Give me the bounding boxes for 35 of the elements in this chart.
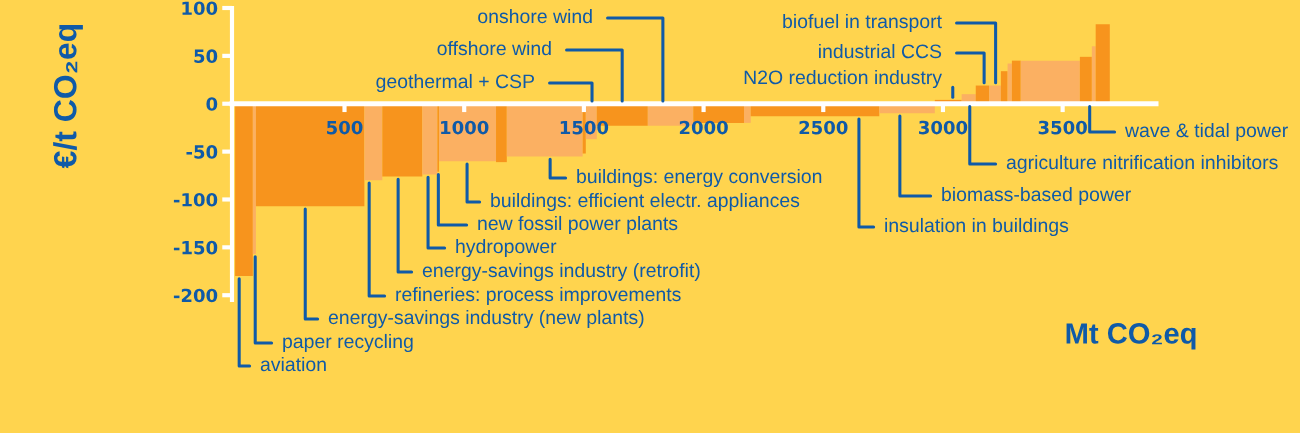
y-tick-label: -150 [173,240,218,255]
x-tick-label: 1500 [560,120,609,135]
annotation: aviation [260,356,326,372]
annotation: geothermal + CSP [376,73,534,93]
x-tick-label: 500 [327,120,363,135]
annotation: buildings: energy conversion [577,168,822,188]
annotation: paper recycling [283,333,413,353]
annotation: biomass-based power [942,186,1131,206]
annotation: new fossil power plants [478,215,678,235]
x-tick-label: 2000 [679,120,728,135]
y-tick-label: 100 [182,1,218,16]
x-tick-label: 2500 [799,120,848,135]
annotation: biofuel in transport [783,13,942,33]
annotation: buildings: efficient electr. appliances [491,192,800,212]
y-axis-title: €/t CO₂eq [53,24,83,169]
annotation: hydropower [456,238,557,258]
y-tick-label: -100 [173,192,218,207]
x-tick-label: 1000 [441,120,489,135]
x-tick-label: 3000 [919,120,968,135]
annotation: wave & tidal power [1124,122,1288,142]
annotation: insulation in buildings [885,217,1069,237]
annotation: energy-savings industry (new plants) [328,309,644,329]
y-tick-label: -200 [173,288,218,303]
x-tick-label: 3500 [1038,120,1087,135]
y-tick-label: 0 [206,97,218,111]
y-tick-label: -50 [186,145,218,159]
x-axis-title: Mt CO₂eq [1066,323,1196,350]
annotation: offshore wind [437,40,551,56]
y-tick-label: 50 [194,49,218,63]
annotation: energy-savings industry (retrofit) [422,262,700,282]
annotation: agriculture nitrification inhibitors [1006,154,1278,174]
annotation: onshore wind [478,8,592,24]
annotation: industrial CCS [819,43,942,59]
annotation: refineries: process improvements [396,286,681,306]
annotation: N2O reduction industry [744,69,942,89]
